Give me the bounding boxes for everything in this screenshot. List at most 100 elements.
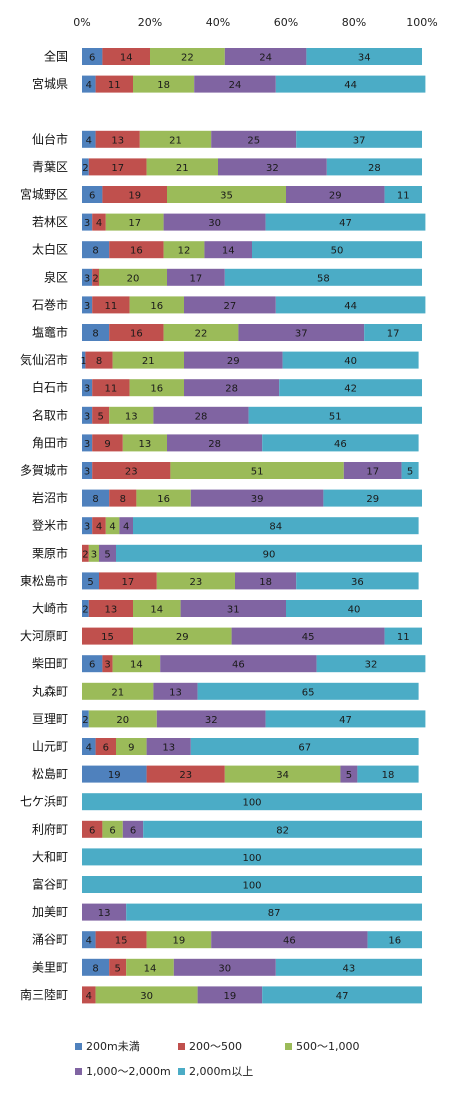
legend-label: 1,000～2,000m xyxy=(86,1065,171,1078)
data-label: 24 xyxy=(229,80,242,91)
data-label: 19 xyxy=(108,770,121,781)
bar-segment xyxy=(167,434,263,452)
bar-segment xyxy=(82,544,89,562)
bar-segment xyxy=(92,213,106,231)
data-label: 14 xyxy=(130,660,143,671)
bar-segment xyxy=(275,296,426,314)
category-label: 利府町 xyxy=(32,821,68,836)
data-label: 6 xyxy=(103,743,109,754)
data-label: 6 xyxy=(89,191,95,202)
data-label: 47 xyxy=(339,715,352,726)
bar-segment xyxy=(296,130,422,148)
bar-segment xyxy=(82,158,89,176)
bar-segment xyxy=(109,324,164,341)
bar-segment xyxy=(95,738,116,755)
bar-segment xyxy=(211,130,297,148)
bars: 6 14 22 24 344 11 18 24 444 13 21 25 372 17 21 32 286 19 3… xyxy=(81,48,426,1004)
data-label: 21 xyxy=(142,356,155,367)
bar-segment xyxy=(235,572,297,590)
data-label: 13 xyxy=(139,439,152,450)
data-label: 19 xyxy=(173,936,186,947)
bar-segment xyxy=(88,600,133,617)
data-label: 87 xyxy=(268,908,281,919)
data-label: 14 xyxy=(150,605,163,616)
category-label: 富谷町 xyxy=(32,877,68,892)
bar-segment xyxy=(150,48,225,65)
data-label: 47 xyxy=(336,991,349,1002)
bar-segment xyxy=(248,406,422,424)
data-label: 16 xyxy=(150,301,163,312)
bar-segment xyxy=(156,710,266,728)
legend-swatch xyxy=(178,1043,185,1050)
data-label: 17 xyxy=(122,577,135,588)
bar-segment xyxy=(82,186,103,203)
bar-segment xyxy=(133,75,195,93)
data-label: 37 xyxy=(353,135,366,146)
data-label: 30 xyxy=(208,218,221,229)
data-label: 42 xyxy=(344,384,357,395)
data-label: 18 xyxy=(382,770,395,781)
data-label: 47 xyxy=(339,218,352,229)
bar-segment xyxy=(129,379,184,397)
bar-segment xyxy=(163,324,239,341)
data-label: 45 xyxy=(302,632,315,643)
data-label: 4 xyxy=(96,522,102,533)
data-label: 24 xyxy=(259,53,272,64)
bar-segment xyxy=(82,462,93,479)
bar-segment xyxy=(82,765,147,783)
data-label: 8 xyxy=(96,356,102,367)
bar-segment xyxy=(170,462,344,479)
data-label: 21 xyxy=(169,135,182,146)
data-label: 32 xyxy=(266,163,279,174)
bar-segment xyxy=(224,48,307,65)
data-label: 51 xyxy=(251,467,264,478)
bar-segment xyxy=(184,351,283,369)
data-label: 13 xyxy=(169,687,182,698)
data-label: 21 xyxy=(176,163,189,174)
bar-segment xyxy=(82,489,110,507)
bar-segment xyxy=(85,351,113,369)
data-label: 28 xyxy=(368,163,381,174)
bar-segment xyxy=(265,213,426,231)
bar-segment xyxy=(133,517,419,535)
category-label: 宮城野区 xyxy=(20,187,68,202)
x-tick-label: 0% xyxy=(73,16,90,29)
bar-segment xyxy=(224,765,341,783)
data-label: 67 xyxy=(298,743,311,754)
legend-swatch xyxy=(178,1068,185,1075)
bar-segment xyxy=(109,406,154,424)
bar-segment xyxy=(99,268,167,286)
bar-segment xyxy=(180,600,286,617)
data-label: 6 xyxy=(89,53,95,64)
data-label: 5 xyxy=(104,549,110,560)
data-label: 4 xyxy=(96,218,102,229)
legend-label: 200～500 xyxy=(189,1040,242,1053)
data-label: 46 xyxy=(232,660,245,671)
bar-segment xyxy=(82,682,154,700)
x-tick-label: 40% xyxy=(206,16,230,29)
category-label: 山元町 xyxy=(32,740,68,754)
data-label: 3 xyxy=(84,411,90,422)
bar-segment xyxy=(92,434,123,452)
bar-segment xyxy=(82,820,103,838)
data-label: 18 xyxy=(259,577,272,588)
data-label: 11 xyxy=(105,384,118,395)
bar-segment xyxy=(316,655,426,673)
data-label: 43 xyxy=(343,963,356,974)
legend-label: 200m未満 xyxy=(86,1040,140,1053)
bar-segment xyxy=(82,931,96,949)
data-label: 29 xyxy=(176,632,189,643)
bar-segment xyxy=(275,958,422,976)
bar-segment xyxy=(82,710,89,728)
bar-segment xyxy=(129,296,184,314)
bar-segment xyxy=(95,986,198,1004)
data-label: 35 xyxy=(220,191,233,202)
data-label: 6 xyxy=(89,660,95,671)
bar-segment xyxy=(282,351,419,369)
bar-segment xyxy=(82,379,93,397)
bar-segment xyxy=(252,241,422,259)
data-label: 4 xyxy=(86,743,92,754)
bar-segment xyxy=(153,682,198,700)
data-label: 34 xyxy=(358,53,371,64)
data-label: 8 xyxy=(120,494,126,505)
